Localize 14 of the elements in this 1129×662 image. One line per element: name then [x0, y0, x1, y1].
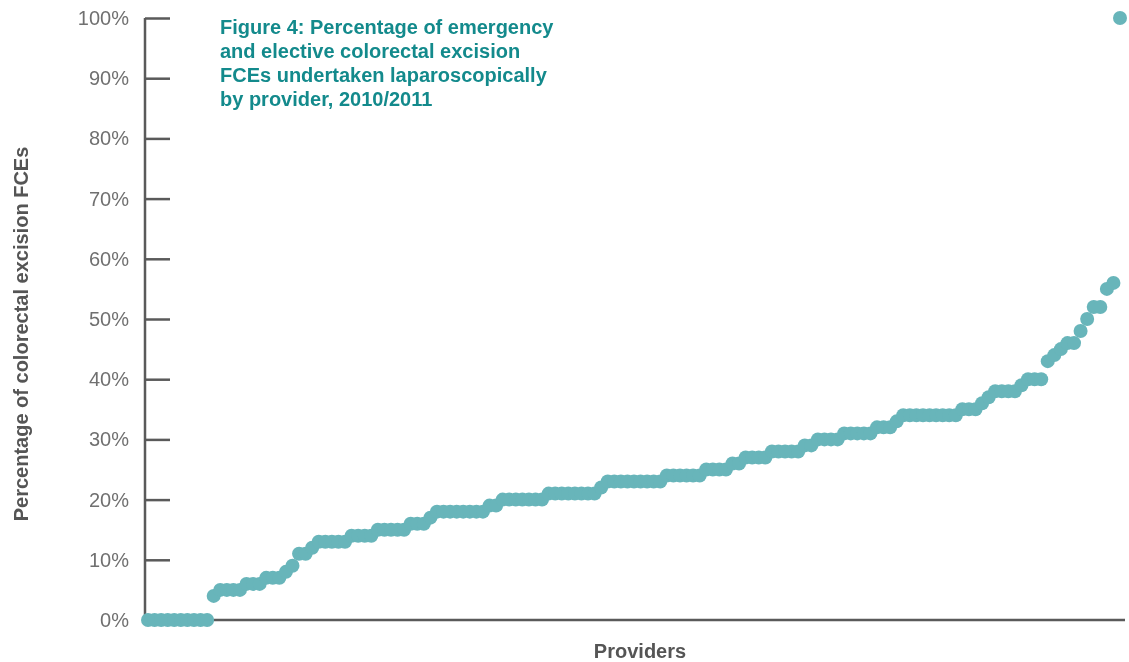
y-tick-label: 50% — [88, 308, 130, 330]
y-tick-label: 30% — [88, 428, 130, 451]
y-tick-label: 20% — [88, 488, 130, 511]
y-tick-label: 10% — [88, 548, 130, 571]
y-tick-label: 90% — [88, 67, 130, 90]
y-tick-label: 80% — [88, 127, 130, 150]
y-tick-label: 60% — [88, 247, 130, 270]
y-tick-label: 70% — [88, 187, 130, 210]
text: Figure 4: Percentage of emergency and elective colorectal excision FCEs undertaken laparoscopically by provider, 2010/2011 — [220, 16, 555, 110]
y-tick-label: 100% — [77, 7, 130, 29]
y-tick-label: 40% — [88, 368, 130, 391]
y-axis-title: Percentage of colorectal excision FCEs — [10, 146, 32, 522]
y-tick-label: 0% — [100, 609, 130, 631]
x-axis-title: Providers — [593, 640, 687, 662]
